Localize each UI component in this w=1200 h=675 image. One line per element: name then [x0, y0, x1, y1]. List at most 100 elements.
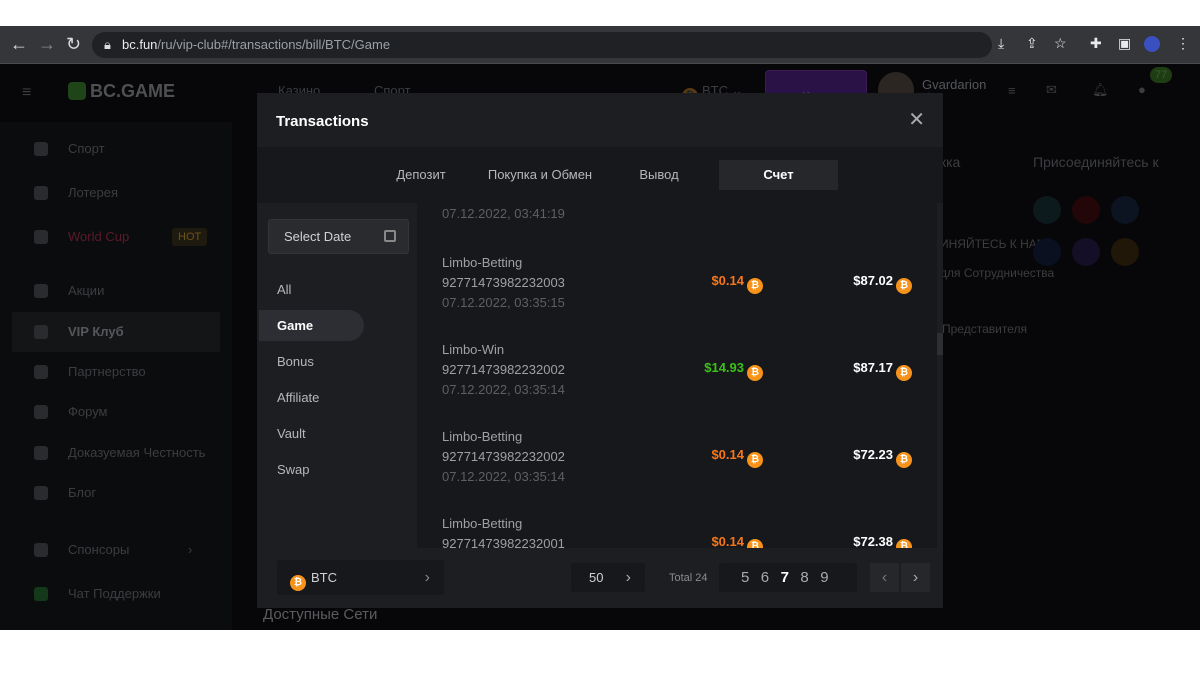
sidebar: Спорт Лотерея World Cup HOT Акции VIP Клу…	[0, 122, 232, 630]
share-icon[interactable]: ⇪	[1026, 35, 1038, 51]
headset-icon	[34, 587, 48, 601]
filter-swap[interactable]: Swap	[277, 462, 310, 477]
sidebar-item-sport[interactable]: Спорт	[12, 129, 220, 169]
bitcoin-icon: ₿	[747, 365, 763, 381]
bitcoin-icon: ₿	[747, 278, 763, 294]
filter-affiliate[interactable]: Affiliate	[277, 390, 320, 405]
bell-icon[interactable]: 🔔︎	[1092, 82, 1109, 97]
bookmark-star-icon[interactable]: ☆	[1054, 35, 1067, 51]
per-page-select[interactable]: 50 ›	[571, 563, 645, 592]
bitcoin-icon: ₿	[896, 539, 912, 548]
select-date-button[interactable]: Select Date	[268, 219, 409, 254]
chevron-right-icon: ›	[625, 569, 631, 586]
hamburger-icon[interactable]: ≡	[22, 84, 32, 101]
page-6[interactable]: 6	[760, 569, 770, 586]
next-page-button[interactable]: ›	[901, 563, 930, 592]
transaction-list: 07.12.2022, 03:41:19 Limbo-Betting 92771…	[417, 203, 937, 548]
sidebar-item-vip[interactable]: VIP Клуб	[12, 312, 220, 352]
transaction-amount: $0.14 ₿	[711, 273, 763, 294]
page-7[interactable]: 7	[780, 569, 789, 586]
transaction-amount: $0.14 ₿	[711, 534, 763, 548]
scrollbar[interactable]	[937, 203, 943, 548]
fairness-icon	[34, 446, 48, 460]
top-strip	[0, 0, 1200, 26]
sidebar-item-sponsors[interactable]: Спонсоры ›	[12, 530, 220, 570]
transaction-row: Limbo-Win 92771473982232002 07.12.2022, …	[417, 332, 937, 419]
sidebar-item-blog[interactable]: Блог	[12, 473, 220, 513]
transaction-type: Limbo-Betting	[442, 429, 523, 444]
reload-icon[interactable]: ↻	[66, 34, 82, 54]
filter-all[interactable]: All	[277, 282, 292, 297]
address-bar[interactable]: 🔒︎ bc.fun/ru/vip-club#/transactions/bill/…	[92, 32, 992, 58]
modal-title: Transactions	[276, 113, 369, 130]
twitter-icon[interactable]	[1111, 196, 1139, 224]
bg-rep: Представителя	[942, 322, 1027, 336]
page-9[interactable]: 9	[820, 569, 829, 586]
sport-icon	[34, 142, 48, 156]
tab-bar: Депозит Покупка и Обмен Вывод Счет	[257, 147, 943, 203]
transaction-balance: $87.02 ₿	[853, 273, 912, 294]
pagination: 5 6 7 8 9	[719, 563, 857, 592]
extensions-icon[interactable]: ✚	[1090, 35, 1102, 51]
transaction-type: Limbo-Betting	[442, 516, 523, 531]
transaction-balance: $72.23 ₿	[853, 447, 912, 468]
filter-vault[interactable]: Vault	[277, 426, 306, 441]
transaction-id: 92771473982232003	[442, 275, 565, 290]
sidebar-item-world-cup[interactable]: World Cup HOT	[12, 217, 220, 257]
promo-icon	[34, 284, 48, 298]
bg-networks: Доступные Сети	[263, 606, 378, 623]
side-panel-icon[interactable]: ▣	[1118, 35, 1132, 51]
bg-partner: для Сотрудничества	[940, 266, 1055, 280]
username[interactable]: Gvardarion	[922, 77, 987, 92]
currency-select[interactable]: ₿ BTC ›	[277, 560, 444, 595]
blog-icon	[34, 486, 48, 500]
bottom-strip	[0, 630, 1200, 675]
bitcoin-social-icon[interactable]	[1111, 238, 1139, 266]
install-icon[interactable]: ⤓	[998, 35, 1005, 51]
forum-icon	[34, 405, 48, 419]
transaction-date: 07.12.2022, 03:35:14	[442, 382, 565, 397]
filter-bonus[interactable]: Bonus	[277, 354, 314, 369]
calendar-icon	[384, 230, 396, 242]
back-icon[interactable]: ←	[10, 34, 28, 54]
chat-icon[interactable]: ●	[1138, 82, 1146, 97]
sidebar-item-affiliate[interactable]: Партнерство	[12, 352, 220, 392]
bitcoin-icon: ₿	[896, 278, 912, 294]
lock-icon: 🔒︎	[104, 37, 111, 52]
sidebar-item-lottery[interactable]: Лотерея	[12, 173, 220, 213]
mail-icon[interactable]: ✉	[1046, 82, 1057, 97]
bg-support-heading: кка	[940, 154, 961, 170]
tab-deposit[interactable]: Депозит	[396, 167, 446, 182]
github-icon[interactable]	[1072, 196, 1100, 224]
sidebar-item-fairness[interactable]: Доказуемая Честность	[12, 433, 220, 473]
close-icon[interactable]: ✕	[908, 109, 925, 131]
tab-withdraw[interactable]: Вывод	[639, 167, 679, 182]
bitcoin-icon: ₿	[747, 452, 763, 468]
menu-icon[interactable]: ⋮	[1176, 35, 1190, 51]
transactions-modal: Transactions ✕ Депозит Покупка и Обмен В…	[257, 93, 943, 608]
partial-date: 07.12.2022, 03:41:19	[442, 206, 565, 221]
sponsor-icon	[34, 543, 48, 557]
profile-avatar[interactable]	[1144, 36, 1160, 52]
tab-bill[interactable]: Счет	[719, 160, 838, 190]
sidebar-item-forum[interactable]: Форум	[12, 392, 220, 432]
page-8[interactable]: 8	[800, 569, 809, 586]
telegram-icon[interactable]	[1033, 196, 1061, 224]
site-logo[interactable]: BC.GAME	[68, 81, 175, 102]
sidebar-item-support[interactable]: Чат Поддержки	[12, 574, 220, 614]
forward-icon[interactable]: →	[38, 34, 56, 54]
filter-game[interactable]: Game	[259, 310, 364, 341]
transaction-row: Limbo-Betting 92771473982232002 07.12.20…	[417, 419, 937, 506]
list-icon[interactable]: ≡	[1008, 83, 1016, 98]
tab-buy-exchange[interactable]: Покупка и Обмен	[487, 167, 593, 182]
discord-icon[interactable]	[1072, 238, 1100, 266]
transaction-row: Limbo-Betting 92771473982232001 $0.14 ₿ $…	[417, 506, 937, 548]
bitcoin-icon: ₿	[747, 539, 763, 548]
lottery-icon	[34, 186, 48, 200]
page-5[interactable]: 5	[741, 569, 750, 586]
facebook-icon[interactable]	[1033, 238, 1061, 266]
prev-page-button[interactable]: ‹	[870, 563, 899, 592]
sidebar-item-promotions[interactable]: Акции	[12, 271, 220, 311]
trophy-icon	[34, 230, 48, 244]
crown-icon	[34, 325, 48, 339]
